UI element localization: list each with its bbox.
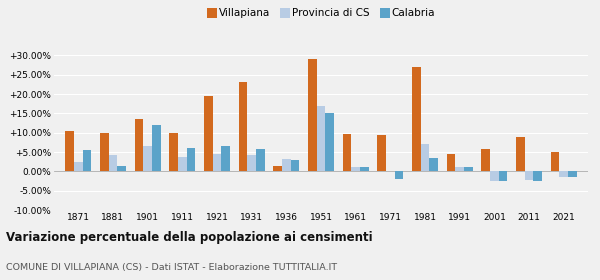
- Bar: [134, 119, 143, 171]
- Bar: [551, 152, 559, 171]
- Bar: [455, 167, 464, 171]
- Bar: [117, 165, 126, 171]
- Bar: [499, 171, 508, 181]
- Bar: [247, 155, 256, 171]
- Bar: [169, 133, 178, 171]
- Bar: [178, 157, 187, 171]
- Bar: [256, 149, 265, 171]
- Bar: [352, 167, 360, 171]
- Bar: [395, 171, 403, 179]
- Bar: [100, 134, 109, 171]
- Bar: [282, 159, 290, 171]
- Bar: [481, 149, 490, 171]
- Bar: [187, 148, 196, 171]
- Bar: [559, 171, 568, 177]
- Legend: Villapiana, Provincia di CS, Calabria: Villapiana, Provincia di CS, Calabria: [203, 4, 439, 22]
- Bar: [343, 134, 352, 171]
- Bar: [525, 171, 533, 180]
- Bar: [325, 113, 334, 171]
- Bar: [377, 135, 386, 171]
- Bar: [74, 162, 83, 171]
- Bar: [317, 106, 325, 171]
- Bar: [274, 165, 282, 171]
- Bar: [464, 167, 473, 171]
- Bar: [239, 82, 247, 171]
- Text: Variazione percentuale della popolazione ai censimenti: Variazione percentuale della popolazione…: [6, 231, 373, 244]
- Bar: [568, 171, 577, 177]
- Bar: [290, 160, 299, 171]
- Bar: [516, 137, 525, 171]
- Bar: [430, 158, 438, 171]
- Bar: [421, 144, 430, 171]
- Bar: [152, 125, 161, 171]
- Bar: [308, 59, 317, 171]
- Bar: [490, 171, 499, 181]
- Bar: [360, 167, 368, 171]
- Bar: [533, 171, 542, 181]
- Bar: [446, 154, 455, 171]
- Bar: [204, 96, 212, 171]
- Bar: [143, 146, 152, 171]
- Bar: [221, 146, 230, 171]
- Bar: [212, 154, 221, 171]
- Text: COMUNE DI VILLAPIANA (CS) - Dati ISTAT - Elaborazione TUTTITALIA.IT: COMUNE DI VILLAPIANA (CS) - Dati ISTAT -…: [6, 263, 337, 272]
- Bar: [65, 131, 74, 171]
- Bar: [83, 150, 91, 171]
- Bar: [412, 67, 421, 171]
- Bar: [109, 155, 117, 171]
